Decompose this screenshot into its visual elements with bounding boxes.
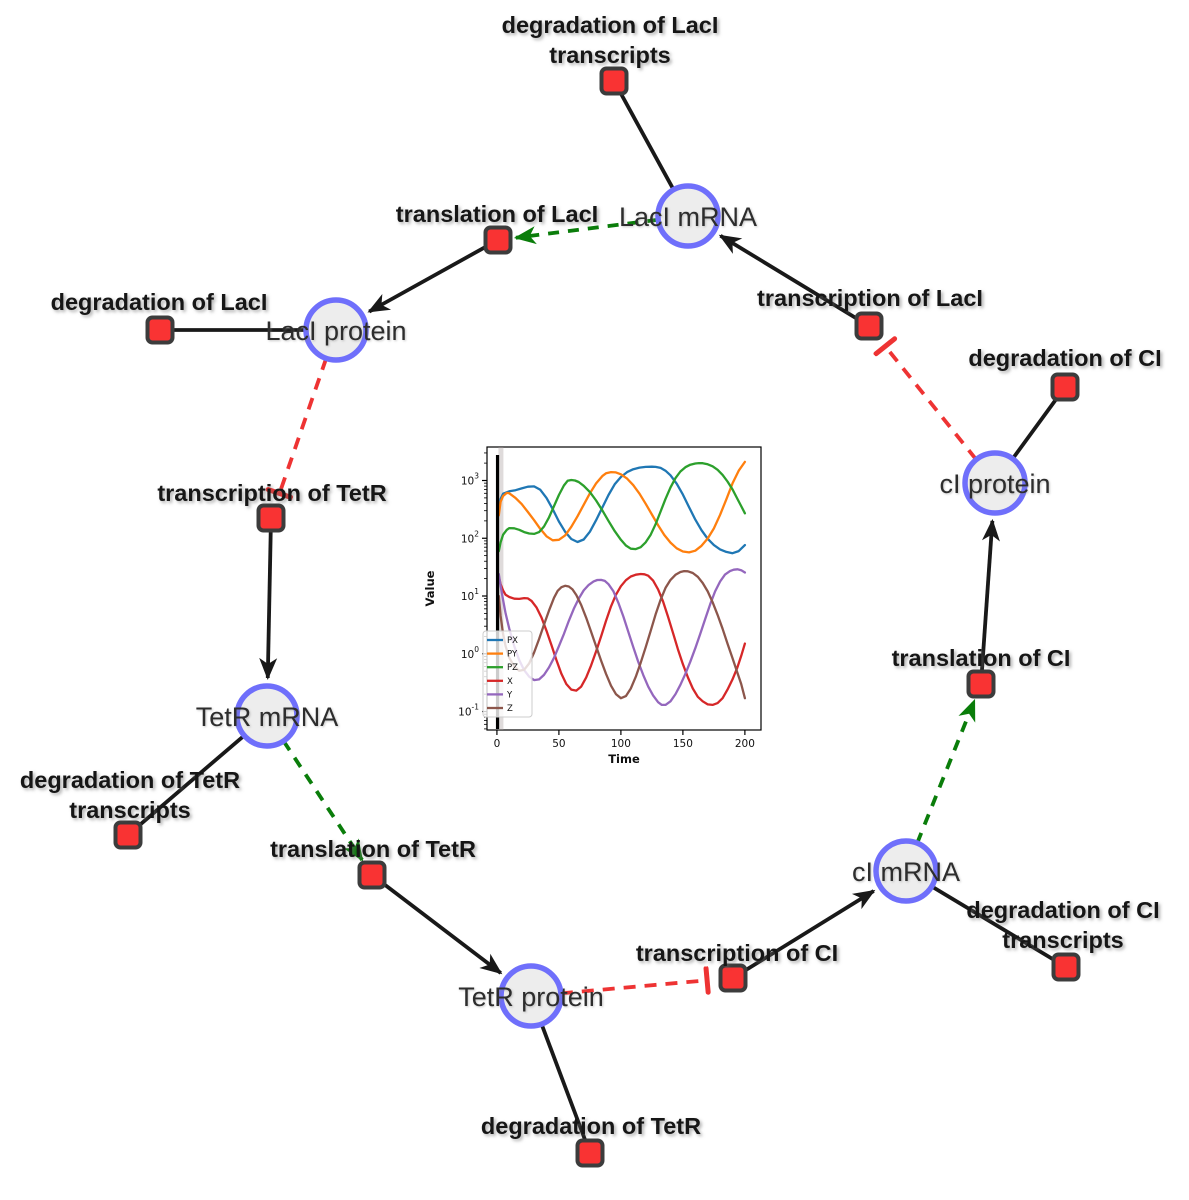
edges-layer xyxy=(135,90,1060,1143)
label-tetr-mrna: TetR mRNA xyxy=(196,702,339,732)
label-laci-mrna: LacI mRNA xyxy=(619,202,757,232)
reaction-node-transcr-tetr[interactable] xyxy=(256,503,286,533)
edge-tetr-mrna-deg-tetr-tr xyxy=(135,734,246,829)
legend-entry-pz: PZ xyxy=(507,663,518,673)
edge-ci-protein-deg-ci xyxy=(1011,395,1060,460)
edge-tetr-mrna-transl-tetr xyxy=(281,739,364,862)
series-z xyxy=(497,569,747,700)
edge-transcr-ci-ci-mrna xyxy=(743,889,876,973)
label-ci-protein: cI protein xyxy=(939,469,1050,499)
label-laci-protein: LacI protein xyxy=(265,316,406,346)
reaction-node-deg-laci-tr[interactable] xyxy=(599,66,629,96)
legend-entry-y: Y xyxy=(506,690,513,700)
label-deg-ci-tr: degradation of CI xyxy=(966,897,1159,923)
legend-entry-x: X xyxy=(507,677,513,687)
label-deg-tetr-tr: degradation of TetR xyxy=(20,767,240,793)
reaction-node-transcr-ci[interactable] xyxy=(718,963,748,993)
series-pz xyxy=(497,461,747,553)
reaction-node-deg-tetr[interactable] xyxy=(575,1138,605,1168)
edge-ci-protein-transcr-laci xyxy=(885,346,978,461)
legend-entry-z: Z xyxy=(507,704,513,714)
edge-laci-mrna-transl-laci xyxy=(513,217,659,245)
label-tetr-protein: TetR protein xyxy=(458,982,604,1012)
edge-transcr-tetr-tetr-mrna xyxy=(259,530,278,681)
label-transl-laci: translation of LacI xyxy=(396,201,598,227)
legend-entry-px: PX xyxy=(507,636,518,646)
reaction-node-deg-tetr-tr[interactable] xyxy=(113,820,143,850)
label-transl-ci: translation of CI xyxy=(892,645,1071,671)
edge-ci-mrna-transl-ci xyxy=(915,698,977,844)
label-transcr-tetr: transcription of TetR xyxy=(157,480,386,506)
x-tick-label: 100 xyxy=(611,738,631,750)
reaction-node-transl-laci[interactable] xyxy=(483,225,513,255)
label-transl-tetr: translation of TetR xyxy=(270,836,476,862)
label-deg-laci: degradation of LacI xyxy=(51,289,268,315)
series-py xyxy=(497,460,747,554)
label-deg-ci-tr: transcripts xyxy=(1002,927,1123,953)
label-deg-laci-tr: transcripts xyxy=(549,42,670,68)
reaction-node-deg-laci[interactable] xyxy=(145,315,175,345)
y-tick-label: 101 xyxy=(461,587,479,603)
label-deg-laci-tr: degradation of LacI xyxy=(502,12,719,38)
species-node-tetr-mrna[interactable] xyxy=(234,683,300,749)
label-transcr-laci: transcription of LacI xyxy=(757,285,983,311)
series-layer xyxy=(497,460,747,707)
series-px xyxy=(497,465,747,555)
y-tick-label: 102 xyxy=(461,529,479,545)
edge-transl-tetr-tetr-protein xyxy=(381,881,503,975)
species-node-ci-protein[interactable] xyxy=(962,450,1028,516)
nodes-layer xyxy=(113,66,1081,1168)
y-axis-label: Value xyxy=(423,570,437,606)
y-tick-label: 10-1 xyxy=(458,703,479,719)
label-deg-tetr-tr: transcripts xyxy=(69,797,190,823)
edge-transcr-laci-laci-mrna xyxy=(718,234,859,321)
reaction-node-transcr-laci[interactable] xyxy=(854,311,884,341)
timeseries-plot: 0 50 100 150 20010-1100101102103TimeValuePXP… xyxy=(423,446,762,766)
label-transcr-ci: transcription of CI xyxy=(636,940,838,966)
edge-tetr-protein-deg-tetr xyxy=(539,1023,588,1143)
species-node-ci-mrna[interactable] xyxy=(873,838,939,904)
legend: PX PY PZ XYZ xyxy=(482,630,533,718)
edge-ci-mrna-deg-ci-tr xyxy=(930,884,1057,963)
label-deg-ci: degradation of CI xyxy=(968,345,1161,371)
series-y xyxy=(497,568,747,707)
labels-layer: degradation of LacI transcripts translatio… xyxy=(20,12,1162,1139)
reaction-node-deg-ci[interactable] xyxy=(1050,372,1080,402)
x-axis-label: Time xyxy=(608,752,640,766)
edge-transl-laci-laci-protein xyxy=(367,244,488,314)
species-node-laci-mrna[interactable] xyxy=(655,183,721,249)
legend-entry-py: PY xyxy=(507,650,518,660)
edge-laci-protein-transcr-tetr xyxy=(279,357,328,493)
reaction-node-deg-ci-tr[interactable] xyxy=(1051,952,1081,982)
x-tick-label: 150 xyxy=(673,738,693,750)
x-tick-label: 50 xyxy=(552,738,565,750)
label-deg-tetr: degradation of TetR xyxy=(481,1113,701,1139)
species-node-tetr-protein[interactable] xyxy=(498,963,564,1029)
reaction-node-transl-ci[interactable] xyxy=(966,669,996,699)
edge-laci-mrna-deg-laci-tr xyxy=(618,90,676,191)
series-x xyxy=(497,572,747,707)
species-node-laci-protein[interactable] xyxy=(303,297,369,363)
reaction-node-transl-tetr[interactable] xyxy=(357,860,387,890)
y-tick-label: 103 xyxy=(461,471,479,487)
edge-tetr-protein-transcr-ci xyxy=(560,980,707,996)
x-tick-label: 200 xyxy=(735,738,755,750)
x-tick-label: 0 xyxy=(494,738,501,750)
label-ci-mrna: cI mRNA xyxy=(852,857,960,887)
y-tick-label: 100 xyxy=(461,645,479,661)
edge-transl-ci-ci-protein xyxy=(980,518,1000,672)
